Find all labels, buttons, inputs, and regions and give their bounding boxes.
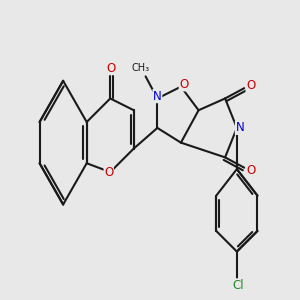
Text: N: N	[153, 90, 162, 103]
Text: N: N	[236, 122, 244, 134]
Text: O: O	[246, 164, 255, 177]
Text: Cl: Cl	[232, 279, 244, 292]
Text: O: O	[179, 78, 188, 91]
Text: O: O	[246, 79, 255, 92]
Text: CH₃: CH₃	[131, 63, 149, 73]
Text: O: O	[104, 166, 113, 178]
Text: O: O	[106, 61, 116, 75]
